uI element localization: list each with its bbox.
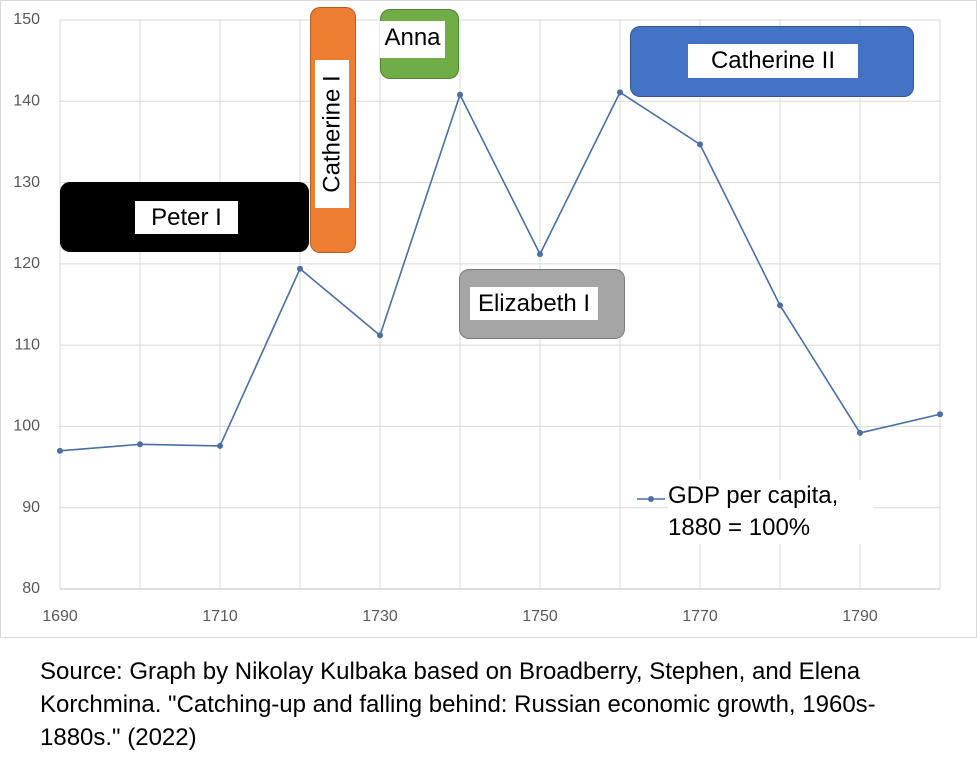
source-note: Source: Graph by Nikolay Kulbaka based o… (40, 658, 876, 751)
data-point (457, 91, 463, 98)
y-tick-label: 80 (22, 580, 40, 597)
data-point (697, 141, 703, 148)
x-tick-label: 1710 (202, 608, 238, 625)
reign-label: Anna (380, 21, 445, 58)
reign-label: Catherine II (688, 44, 858, 78)
series-line (59, 91, 941, 452)
legend-marker (648, 496, 654, 502)
x-tick-label: 1690 (42, 608, 78, 625)
chart: 80 90 100 110 120 130 140 150 1690 1710 1730 1750 17… (13, 11, 943, 625)
x-tick-label: 1750 (522, 608, 558, 625)
data-point (777, 302, 783, 309)
y-tick-label: 150 (13, 11, 40, 28)
y-tick-label: 130 (13, 174, 40, 191)
data-point (137, 441, 143, 448)
legend-label: GDP per capita, 1880 = 100% (668, 480, 874, 544)
reign-label: Elizabeth I (470, 287, 598, 320)
y-tick-label: 90 (22, 499, 40, 516)
x-tick-label: 1730 (362, 608, 398, 625)
data-point (617, 89, 623, 96)
x-tick-label: 1790 (842, 608, 878, 625)
data-point (857, 429, 863, 436)
y-tick-label: 110 (14, 336, 40, 353)
x-tick-label: 1770 (682, 608, 718, 625)
y-tick-label: 120 (13, 255, 40, 272)
data-point (537, 251, 543, 258)
y-tick-label: 140 (13, 93, 40, 110)
y-tick-label: 100 (13, 418, 40, 435)
reign-label-text: Catherine I (318, 75, 346, 193)
data-point (377, 332, 383, 339)
data-point (937, 411, 943, 418)
data-point (297, 265, 303, 272)
data-point (57, 447, 63, 454)
data-point (217, 442, 223, 449)
reign-label: Peter I (135, 201, 238, 234)
reign-label: Catherine I (315, 60, 349, 208)
